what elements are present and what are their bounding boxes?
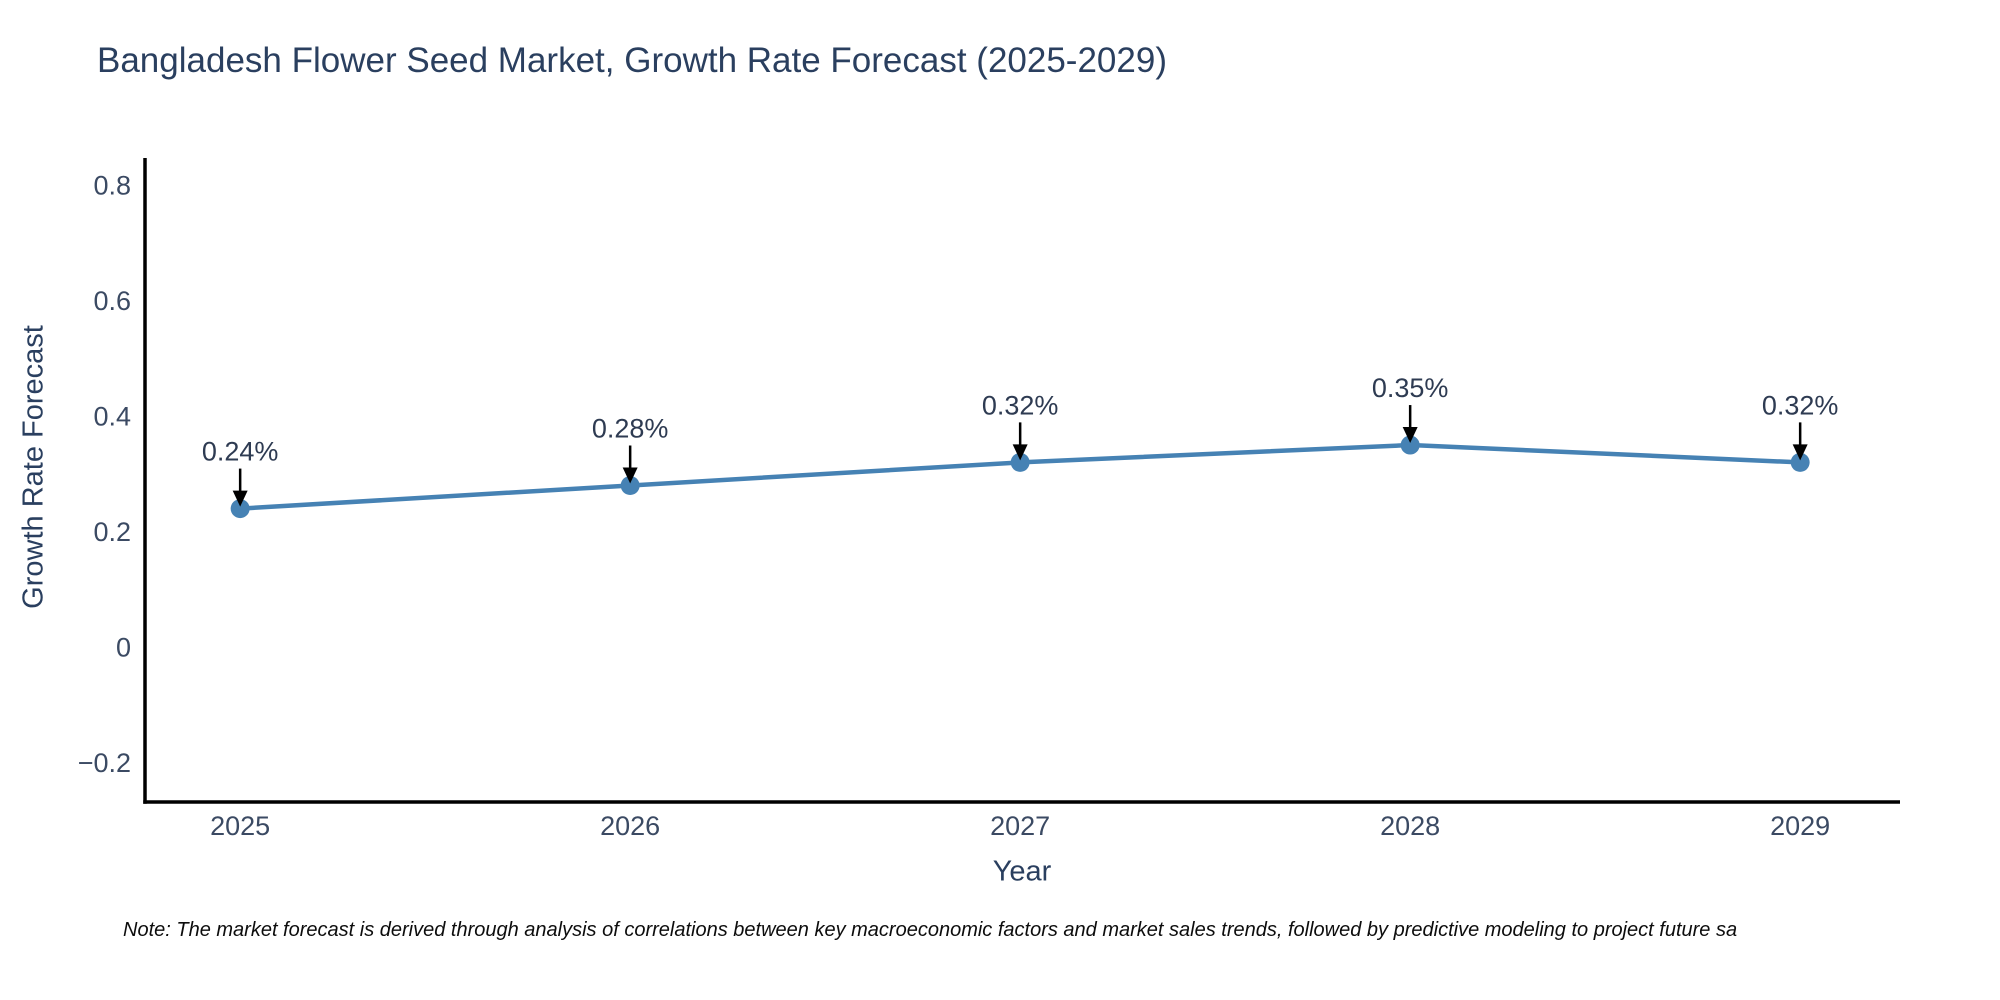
data-point-marker — [1790, 452, 1810, 472]
y-tick-label: −0.2 — [78, 748, 131, 778]
data-point-marker — [230, 499, 250, 519]
x-tick-label: 2028 — [1380, 811, 1440, 841]
y-axis-label: Growth Rate Forecast — [17, 325, 50, 609]
annotation-arrow-head — [232, 490, 248, 507]
y-tick-label: 0 — [116, 633, 131, 663]
x-tick-label: 2029 — [1770, 811, 1830, 841]
x-tick-label: 2027 — [990, 811, 1050, 841]
footnote: Note: The market forecast is derived thr… — [123, 919, 1738, 941]
y-tick-label: 0.4 — [93, 402, 131, 432]
data-point-marker — [1400, 435, 1420, 455]
annotation-arrow-head — [1792, 444, 1808, 461]
annotation-arrow-head — [1402, 427, 1418, 444]
data-point-label: 0.28% — [592, 413, 669, 443]
y-tick-label: 0.2 — [93, 517, 131, 547]
x-axis-label: Year — [992, 855, 1052, 888]
data-point-label: 0.32% — [982, 390, 1059, 420]
data-point-label: 0.35% — [1372, 373, 1449, 403]
x-tick-label: 2026 — [600, 811, 660, 841]
x-tick-label: 2025 — [210, 811, 270, 841]
data-point-marker — [1010, 452, 1030, 472]
annotation-arrow-head — [622, 467, 638, 484]
y-tick-label: 0.6 — [93, 286, 131, 316]
annotation-arrow-head — [1012, 444, 1028, 461]
y-tick-label: 0.8 — [93, 171, 131, 201]
data-point-marker — [620, 475, 640, 495]
data-point-label: 0.24% — [202, 437, 279, 467]
data-point-label: 0.32% — [1762, 390, 1839, 420]
chart-title: Bangladesh Flower Seed Market, Growth Ra… — [97, 41, 1167, 80]
